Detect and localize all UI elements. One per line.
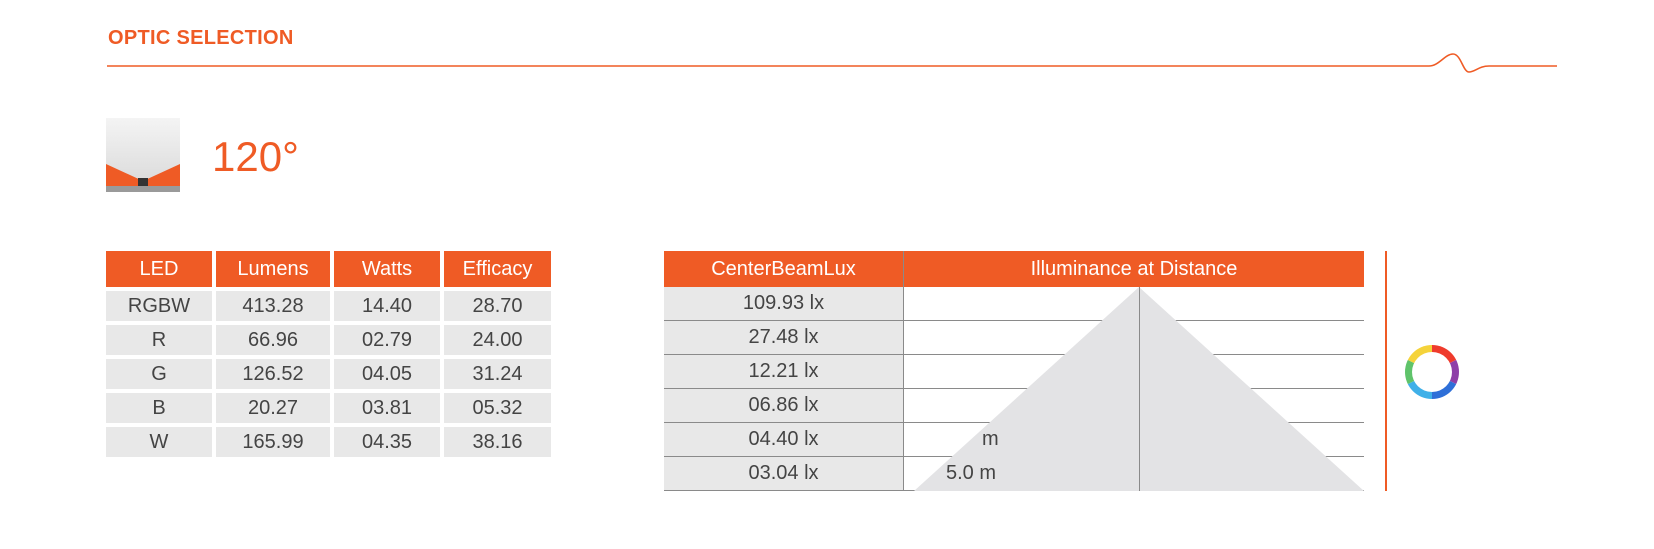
led-table-header-row: LED Lumens Watts Efficacy (106, 251, 551, 287)
table-row: 27.48 lx (664, 321, 1364, 355)
col-center-beam-lux: CenterBeamLux (711, 258, 856, 280)
watts-cell: 04.05 (334, 355, 440, 389)
watts-cell: 14.40 (334, 287, 440, 321)
center-beam-lux-cell: 12.21 lx (664, 355, 903, 388)
column-divider (1139, 287, 1140, 491)
lumens-cell: 20.27 (216, 389, 330, 423)
center-beam-lux-cell: 27.48 lx (664, 321, 903, 354)
column-divider (903, 251, 904, 491)
col-lumens: Lumens (216, 251, 330, 287)
optic-angle: 120° (212, 133, 299, 180)
header-rule (107, 53, 1557, 73)
led-cell: RGBW (106, 287, 212, 321)
col-watts: Watts (334, 251, 440, 287)
col-illuminance-at-distance: Illuminance at Distance (1030, 258, 1238, 280)
watts-cell: 02.79 (334, 321, 440, 355)
section-title: OPTIC SELECTION (108, 27, 294, 49)
efficacy-cell: 31.24 (444, 355, 551, 389)
table-row: R 66.96 02.79 24.00 (106, 321, 551, 355)
optic-120-icon (106, 118, 180, 192)
col-efficacy: Efficacy (444, 251, 551, 287)
lumens-cell: 66.96 (216, 321, 330, 355)
table-row: RGBW 413.28 14.40 28.70 (106, 287, 551, 321)
illuminance-table: CenterBeamLux Illuminance at Distance 10… (664, 251, 1364, 491)
efficacy-cell: 38.16 (444, 423, 551, 457)
center-beam-lux-cell: 04.40 lx (664, 423, 903, 456)
table-row: B 20.27 03.81 05.32 (106, 389, 551, 423)
distance-label: 5.0 m (946, 462, 997, 484)
efficacy-cell: 05.32 (444, 389, 551, 423)
led-table: LED Lumens Watts Efficacy RGBW 413.28 14… (102, 251, 555, 457)
col-led: LED (106, 251, 212, 287)
center-beam-lux-cell: 06.86 lx (664, 389, 903, 422)
led-cell: B (106, 389, 212, 423)
center-beam-lux-cell: 109.93 lx (664, 287, 903, 320)
illuminance-table-header: CenterBeamLux Illuminance at Distance (664, 251, 1364, 287)
lumens-cell: 165.99 (216, 423, 330, 457)
side-rule (1385, 251, 1387, 491)
beam-cone-diagram (914, 287, 1364, 491)
led-cell: G (106, 355, 212, 389)
lumens-cell: 126.52 (216, 355, 330, 389)
table-row: 109.93 lx (664, 287, 1364, 321)
table-row: G 126.52 04.05 31.24 (106, 355, 551, 389)
efficacy-cell: 28.70 (444, 287, 551, 321)
lumens-cell: 413.28 (216, 287, 330, 321)
led-cell: W (106, 423, 212, 457)
center-beam-lux-cell: 03.04 lx (664, 457, 903, 490)
efficacy-cell: 24.00 (444, 321, 551, 355)
watts-cell: 03.81 (334, 389, 440, 423)
color-wheel-icon (1405, 345, 1459, 399)
watts-cell: 04.35 (334, 423, 440, 457)
table-row: W 165.99 04.35 38.16 (106, 423, 551, 457)
distance-label: m (982, 428, 999, 450)
table-row: 12.21 lx (664, 355, 1364, 389)
led-cell: R (106, 321, 212, 355)
